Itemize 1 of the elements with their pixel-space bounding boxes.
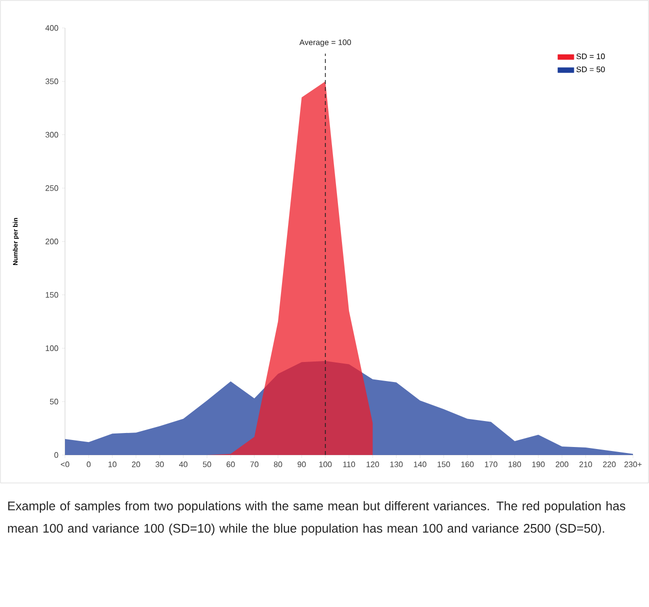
- text: Example of samples from two populations with the same mean but different variances. The red population has mean 100 and variance 100 (SD=10) while the blue population has mean 100 and variance 2500 (SD=50).: [8, 501, 626, 536]
